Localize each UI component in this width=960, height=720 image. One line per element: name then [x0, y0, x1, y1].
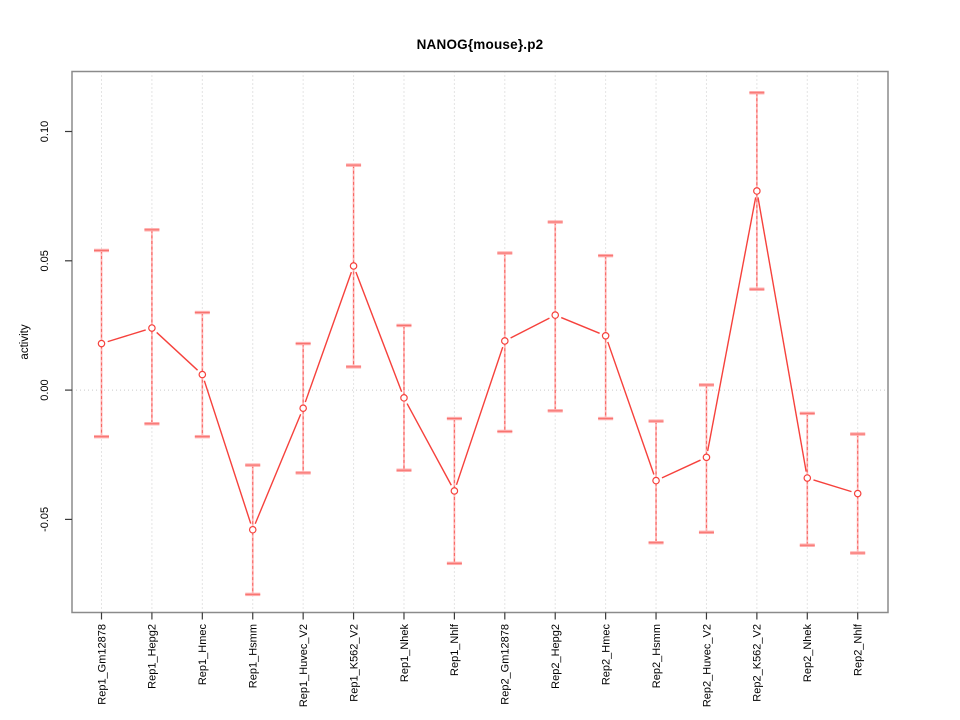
- series-segment: [706, 197, 757, 452]
- series-segment: [203, 380, 252, 524]
- x-tick-label: Rep1_Nhek: [399, 624, 411, 683]
- series-segment: [560, 316, 600, 334]
- data-point-marker: [803, 474, 812, 482]
- series-segment: [813, 479, 852, 493]
- series-segment: [355, 271, 403, 393]
- x-tick-label: Rep2_Hsmm: [651, 624, 663, 688]
- x-tick-label: Rep2_Huvec_V2: [701, 624, 713, 707]
- series-segment: [455, 346, 504, 486]
- x-tick-label: Rep1_Nhlf: [449, 623, 461, 676]
- x-tick-label: Rep2_Hepg2: [550, 624, 562, 689]
- series-segment: [607, 341, 655, 475]
- x-tick-label: Rep2_Nhek: [802, 624, 814, 683]
- x-tick-label: Rep2_Nhlf: [853, 623, 865, 676]
- data-point-marker: [148, 324, 156, 332]
- series-segment: [661, 459, 701, 479]
- x-tick-label: Rep1_K562_V2: [348, 624, 360, 702]
- series-segment: [254, 413, 302, 525]
- series-segment: [107, 329, 146, 343]
- data-point-marker: [349, 262, 358, 270]
- data-point-marker: [501, 337, 509, 345]
- y-tick-label: 0.00: [39, 379, 51, 400]
- data-point-marker: [853, 489, 862, 498]
- data-point-marker: [601, 331, 610, 340]
- data-point-marker: [450, 487, 459, 495]
- x-tick-label: Rep1_Hsmm: [248, 624, 260, 688]
- x-tick-label: Rep1_Huvec_V2: [298, 624, 310, 707]
- data-point-marker: [652, 476, 660, 485]
- series-segment: [406, 403, 452, 486]
- y-tick-label: 0.10: [39, 121, 51, 142]
- data-point-marker: [702, 453, 711, 462]
- y-tick-label: 0.05: [39, 250, 51, 271]
- data-point-marker: [753, 187, 761, 195]
- x-tick-label: Rep2_K562_V2: [752, 624, 764, 702]
- x-tick-label: Rep2_Gm12878: [500, 624, 512, 705]
- x-tick-label: Rep1_Hepg2: [147, 624, 159, 689]
- x-tick-label: Rep1_Hmec: [197, 624, 209, 686]
- series-segment: [156, 331, 199, 371]
- data-point-marker: [299, 404, 307, 413]
- data-point-marker: [551, 311, 560, 319]
- x-tick-label: Rep2_Hmec: [600, 624, 612, 686]
- y-axis-title: activity: [19, 324, 31, 360]
- series-segment: [304, 271, 353, 403]
- series-segment: [757, 197, 807, 472]
- data-point-marker: [248, 525, 257, 534]
- chart-title: NANOG{mouse}.p2: [416, 37, 544, 52]
- data-point-marker: [97, 339, 106, 348]
- x-tick-label: Rep1_Gm12878: [96, 624, 108, 705]
- data-point-marker: [198, 370, 207, 379]
- y-tick-label: -0.05: [39, 507, 51, 532]
- data-point-marker: [400, 394, 408, 402]
- series-segment: [510, 317, 550, 339]
- plot-border: [71, 70, 889, 614]
